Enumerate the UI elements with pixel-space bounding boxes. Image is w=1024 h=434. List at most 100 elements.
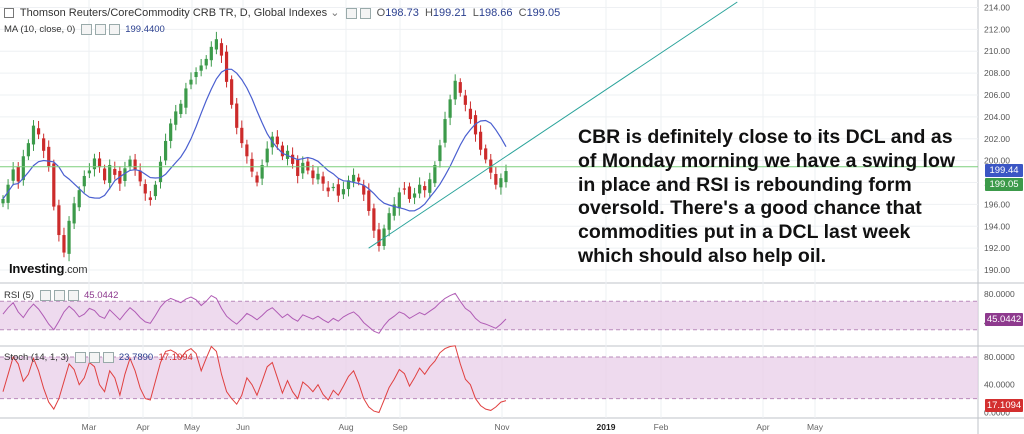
candle-body [199,65,203,71]
candle-body [438,145,442,162]
candle-body [169,123,173,141]
candle-body [372,208,376,231]
candle-body [103,168,107,181]
candle-body [397,192,401,209]
chevron-down-icon[interactable]: ⌄ [330,7,340,19]
low-label: L [472,7,479,19]
ma-eye-icon[interactable] [80,24,92,35]
stoch-tick-label: 40.0000 [984,380,1015,390]
candles-group [1,31,508,262]
ma-value: 199.4400 [125,24,165,36]
candle-body [275,136,279,145]
candle-body [357,177,361,182]
candle-body [301,162,305,174]
y-tick-label: 208.00 [984,68,1010,78]
rsi-close-icon[interactable] [67,290,79,301]
y-tick-label: 200.00 [984,156,1010,166]
candle-body [113,168,117,175]
candle-body [382,228,386,246]
settings-icon[interactable] [345,7,357,19]
rsi-eye-icon[interactable] [39,290,51,301]
candle-body [179,103,183,115]
candle-body [184,88,188,108]
candle-body [235,103,239,128]
candle-body [108,165,112,183]
candle-body [214,39,218,50]
candle-body [291,154,295,164]
ma-settings-icon[interactable] [94,24,106,35]
candle-body [62,235,66,253]
x-tick-label: Aug [338,422,353,432]
annotation-text: CBR is definitely close to its DCL and a… [578,126,956,267]
x-tick-label: May [807,422,824,432]
candle-body [306,161,310,171]
stoch-legend: Stoch (14, 1, 3) 23.7890 17.1094 [4,352,193,363]
stoch-k-value: 23.7890 [118,352,154,364]
y-tick-label: 194.00 [984,221,1010,231]
high-value: 199.21 [432,7,467,19]
candle-body [331,186,335,189]
candle-body [280,145,285,157]
collapse-icon[interactable] [4,8,14,19]
candle-body [72,203,76,224]
y-tick-label: 206.00 [984,90,1010,100]
candle-body [224,51,229,82]
stoch-line [2,345,507,414]
ma-label: MA (10, close, 0) [4,24,76,36]
investing-logo: Investing.com [9,261,88,276]
candle-body [494,173,498,185]
candle-body [285,150,290,159]
rsi-label: RSI (5) [4,290,35,302]
candle-body [367,190,371,211]
candle-body [92,158,97,170]
y-tick-label: 202.00 [984,134,1010,144]
rsi-value: 45.0442 [84,290,119,302]
candle-body [321,176,325,184]
y-tick-label: 192.00 [984,243,1010,253]
y-tick-label: 212.00 [984,24,1010,34]
candle-body [11,169,15,181]
candle-body [47,146,51,167]
rsi-price-tag: 45.0442 [985,313,1023,326]
candle-body [128,159,132,167]
rsi-line [2,292,507,334]
candle-body [138,170,142,182]
candle-body [504,171,508,183]
stoch-eye-icon[interactable] [74,352,86,363]
candle-body [478,131,483,150]
rsi-settings-icon[interactable] [53,290,65,301]
candle-body [296,159,300,176]
candle-body [341,189,346,195]
stoch-close-icon[interactable] [102,352,114,363]
stoch-tick-label: 0.0000 [984,408,1010,418]
rsi-tick-label: 80.0000 [984,289,1015,299]
stoch-settings-icon[interactable] [88,352,100,363]
candle-body [351,174,356,182]
candle-body [346,180,351,190]
candle-body [260,165,264,179]
chart-header: Thomson Reuters/CoreCommodity CRB TR, D,… [4,6,560,19]
candle-body [387,213,391,230]
x-tick-label: May [184,422,201,432]
ma-close-icon[interactable] [108,24,120,35]
candle-body [42,138,46,151]
candle-body [463,95,467,105]
candle-body [326,187,330,192]
stoch-price-tag: 17.1094 [985,399,1023,412]
candle-body [245,144,249,157]
low-value: 198.66 [478,7,513,19]
x-tick-label: Nov [494,422,510,432]
candle-body [443,119,447,143]
candle-body [311,170,315,179]
candle-body [499,178,503,188]
candle-body [407,186,412,199]
candle-body [423,186,427,191]
logo-brand: Investing [9,261,65,276]
candle-body [484,148,488,160]
eye-icon[interactable] [359,7,371,19]
candle-body [428,179,432,193]
candle-body [158,161,163,183]
candle-body [458,82,462,93]
candle-body [82,175,86,187]
